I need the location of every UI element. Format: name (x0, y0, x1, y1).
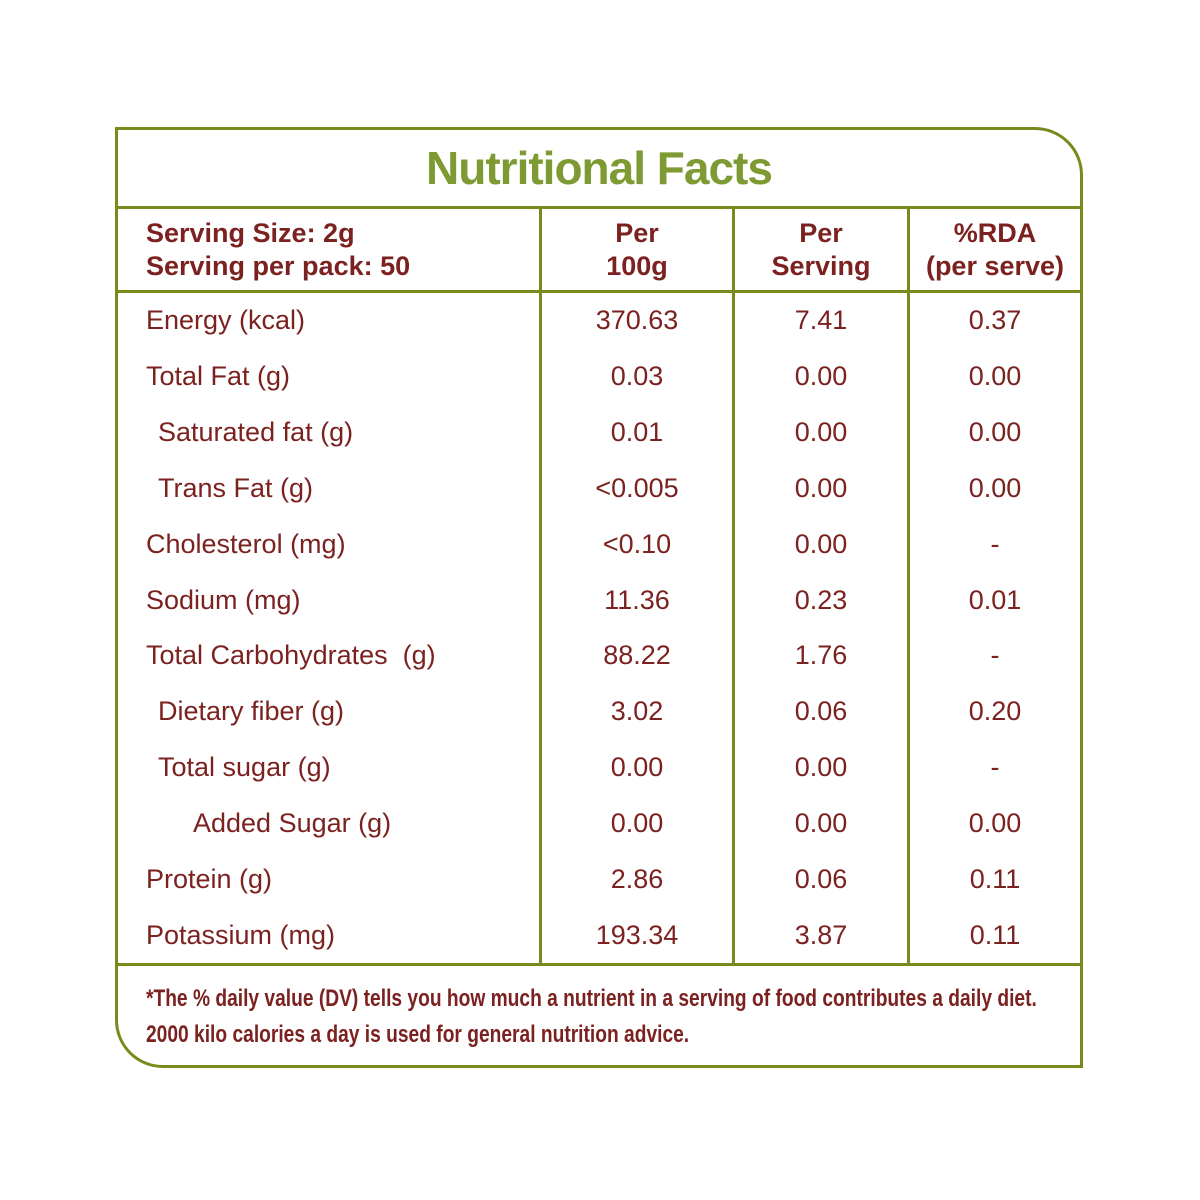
per-100g-value: <0.005 (542, 460, 735, 517)
nutrient-label: Sodium (mg) (118, 572, 542, 628)
serving-info-header: Serving Size: 2g Serving per pack: 50 (118, 209, 542, 290)
per-100g-value: 0.00 (542, 739, 735, 796)
servings-per-pack-text: Serving per pack: 50 (146, 250, 411, 281)
column-header-per-serving: Per Serving (735, 209, 910, 290)
nutrient-label: Energy (kcal) (118, 293, 542, 349)
per-100g-value: 0.01 (542, 404, 735, 461)
per-100g-value: 0.03 (542, 348, 735, 405)
table-row: Added Sugar (g) 0.00 0.00 0.00 (118, 795, 1080, 852)
table-header: Serving Size: 2g Serving per pack: 50 Pe… (118, 209, 1080, 293)
nutrient-label: Trans Fat (g) (118, 460, 542, 517)
per-serving-value: 3.87 (735, 907, 910, 963)
table-row: Total Carbohydrates (g) 88.22 1.76 - (118, 627, 1080, 684)
nutrient-label: Saturated fat (g) (118, 404, 542, 461)
page-title: Nutritional Facts (426, 142, 773, 194)
rda-per-serve-value: - (990, 640, 1000, 671)
rda-per-serve-value: - (990, 752, 1000, 783)
rda-per-serve-value: 0.01 (968, 584, 1022, 615)
table-row: Potassium (mg) 193.34 3.87 0.11 (118, 907, 1080, 963)
per-100g-value: 88.22 (542, 627, 735, 684)
rda-per-serve-value: 0.00 (968, 472, 1022, 503)
table-row: Saturated fat (g) 0.01 0.00 0.00 (118, 404, 1080, 461)
column-header-rda: %RDA (per serve) (925, 218, 1065, 281)
nutrient-label: Dietary fiber (g) (118, 683, 542, 740)
rda-per-serve-value: 0.11 (969, 919, 1021, 950)
per-100g-value: 2.86 (542, 851, 735, 908)
rda-per-serve-value: 0.37 (968, 305, 1022, 336)
per-100g-value: <0.10 (542, 516, 735, 573)
per-serving-value: 0.23 (735, 572, 910, 628)
per-serving-value: 7.41 (735, 293, 910, 349)
nutrient-label: Potassium (mg) (118, 907, 542, 963)
per-serving-value: 0.00 (735, 795, 910, 852)
per-serving-value: 0.00 (735, 739, 910, 796)
table-row: Dietary fiber (g) 3.02 0.06 0.20 (118, 683, 1080, 740)
nutrient-label: Cholesterol (mg) (118, 516, 542, 573)
title-band: Nutritional Facts (118, 130, 1080, 209)
rda-per-serve-value: 0.00 (968, 807, 1022, 838)
per-serving-value: 0.06 (735, 683, 910, 740)
per-100g-value: 193.34 (542, 907, 735, 963)
per-serving-value: 0.00 (735, 460, 910, 517)
nutrient-label: Total Fat (g) (118, 348, 542, 405)
daily-value-footnote: *The % daily value (DV) tells you how mu… (146, 985, 1037, 1048)
rda-per-serve-value: 0.11 (969, 863, 1021, 894)
nutrient-label: Total Carbohydrates (g) (118, 627, 542, 684)
footnote-section: *The % daily value (DV) tells you how mu… (118, 963, 1080, 1065)
nutrient-label: Protein (g) (118, 851, 542, 908)
table-row: Protein (g) 2.86 0.06 0.11 (118, 851, 1080, 908)
serving-size-text: Serving Size: 2g (146, 218, 355, 249)
nutrition-facts-card: Nutritional Facts Serving Size: 2g Servi… (115, 127, 1083, 1068)
per-serving-value: 0.00 (735, 404, 910, 461)
per-serving-value: 0.00 (735, 516, 910, 573)
rda-per-serve-value: - (990, 528, 1000, 559)
table-row: Sodium (mg) 11.36 0.23 0.01 (118, 572, 1080, 628)
table-body: Energy (kcal) 370.63 7.41 0.37 Total Fat (g)… (118, 293, 1080, 963)
table-row: Cholesterol (mg) <0.10 0.00 - (118, 516, 1080, 573)
table-row: Total sugar (g) 0.00 0.00- (118, 739, 1080, 796)
nutrient-label: Total sugar (g) (118, 739, 542, 796)
rda-per-serve-value: 0.00 (968, 361, 1022, 392)
table-row: Trans Fat (g) <0.005 0.00 0.00 (118, 460, 1080, 517)
rda-per-serve-value: 0.20 (968, 696, 1022, 727)
table-row: Total Fat (g) 0.03 0.00 0.00 (118, 348, 1080, 405)
per-100g-value: 11.36 (542, 572, 735, 628)
per-serving-value: 1.76 (735, 627, 910, 684)
per-serving-value: 0.00 (735, 348, 910, 405)
per-100g-value: 370.63 (542, 293, 735, 349)
per-100g-value: 3.02 (542, 683, 735, 740)
per-serving-value: 0.06 (735, 851, 910, 908)
table-row: Energy (kcal) 370.63 7.41 0.37 (118, 293, 1080, 349)
per-100g-value: 0.00 (542, 795, 735, 852)
column-header-per-100g: Per 100g (542, 209, 735, 290)
rda-per-serve-value: 0.00 (968, 417, 1022, 448)
nutrient-label: Added Sugar (g) (118, 795, 542, 852)
